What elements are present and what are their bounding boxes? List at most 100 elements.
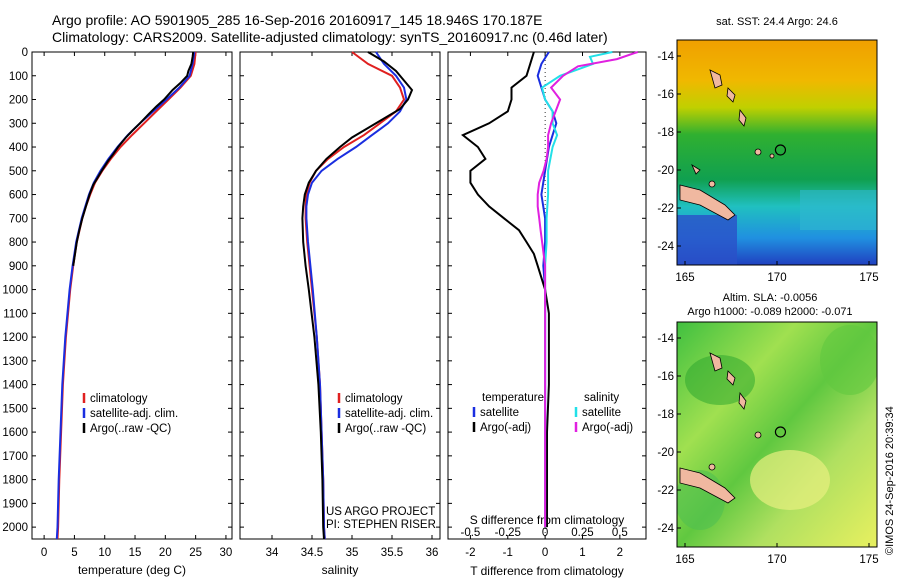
temperature-legend-label: satellite-adj. clim. [90, 408, 178, 420]
difference-legend-label: Argo(-adj) [480, 422, 531, 434]
s-diff-tick-label: 0.5 [612, 527, 628, 539]
s-diff-tick-label: -0.25 [495, 527, 521, 539]
series-line-clim [56, 51, 197, 540]
legend-title-temperature: temperature [482, 392, 544, 404]
x-tick-label: 30 [220, 547, 233, 559]
sla-lat-label: -14 [657, 333, 674, 345]
sst-lat-label: -24 [657, 241, 674, 253]
x-tick-label: 10 [98, 547, 111, 559]
depth-tick-label: 1200 [2, 332, 28, 344]
salinity-legend-label: satellite-adj. clim. [345, 408, 433, 420]
sla-lat-label: -18 [657, 409, 674, 421]
salinity-xlabel: salinity [322, 563, 359, 577]
sst-lon-label: 175 [859, 272, 878, 284]
depth-tick-label: 900 [9, 261, 28, 273]
depth-tick-label: 1100 [3, 308, 28, 320]
depth-tick-label: 300 [9, 118, 28, 130]
x-tick-label: 15 [129, 547, 142, 559]
temperature-panel-frame [31, 51, 233, 540]
x-tick-label: 34 [266, 547, 279, 559]
x-tick-label: 36 [426, 547, 439, 559]
depth-tick-label: 600 [9, 190, 28, 202]
temperature-legend-label: Argo(..raw -QC) [90, 423, 171, 435]
x-tick-label: -2 [465, 547, 475, 559]
sst-lon-label: 170 [767, 272, 786, 284]
depth-tick-label: 800 [9, 237, 28, 249]
series-line-clim [304, 51, 406, 540]
sla-map [676, 321, 878, 548]
sla-lat-label: -16 [657, 371, 674, 383]
sla-lat-label: -20 [657, 447, 674, 459]
sst-map-title: sat. SST: 24.4 Argo: 24.6 [716, 16, 838, 28]
depth-tick-label: 200 [9, 95, 28, 107]
sla-lon-label: 175 [859, 554, 878, 566]
depth-tick-label: 2000 [2, 522, 28, 534]
difference-panel-frame [447, 51, 647, 540]
depth-tick-label: 0 [22, 47, 28, 59]
series-line-t_argo [460, 51, 550, 528]
depth-tick-label: 700 [9, 213, 28, 225]
x-tick-label: 25 [189, 547, 202, 559]
sst-lat-label: -18 [657, 127, 674, 139]
sst-lat-label: -22 [657, 203, 674, 215]
salinity-legend-label: climatology [345, 393, 403, 405]
sst-float-position-marker [774, 144, 787, 156]
depth-tick-label: 1500 [2, 403, 28, 415]
sla-lon-label: 165 [675, 554, 694, 566]
salinity-legend-label: Argo(..raw -QC) [345, 423, 426, 435]
sst-lat-label: -14 [657, 51, 674, 63]
imos-credit: ©IMOS 24-Sep-2016 20:39:34 [884, 406, 896, 555]
depth-tick-label: 1900 [2, 498, 28, 510]
s-diff-tick-label: -0.5 [461, 527, 481, 539]
sst-lat-label: -16 [657, 89, 674, 101]
x-tick-label: 0 [542, 547, 548, 559]
x-tick-label: 0 [41, 547, 47, 559]
sla-lat-label: -24 [657, 523, 674, 535]
x-tick-label: 34.5 [301, 547, 323, 559]
temperature-legend-label: climatology [90, 393, 148, 405]
figure-title-line2: Climatology: CARS2009. Satellite-adjuste… [52, 29, 608, 45]
x-tick-label: 1 [579, 547, 585, 559]
depth-tick-label: 1600 [2, 427, 28, 439]
x-tick-label: 5 [71, 547, 77, 559]
x-tick-label: -1 [503, 547, 513, 559]
sla-float-position-marker [774, 426, 787, 438]
series-line-sat [305, 51, 408, 540]
depth-tick-label: 400 [9, 142, 28, 154]
s-diff-tick-label: 0.25 [571, 527, 593, 539]
sst-lat-label: -20 [657, 165, 674, 177]
depth-tick-label: 100 [9, 71, 28, 83]
sla-map-title1: Altim. SLA: -0.0056 [723, 292, 818, 304]
depth-tick-label: 1400 [2, 380, 28, 392]
salinity-panel-frame [239, 51, 441, 540]
sla-lon-label: 170 [767, 554, 786, 566]
legend-title-salinity: salinity [584, 392, 619, 404]
difference-legend-label: satellite [480, 407, 519, 419]
figure-title-line1: Argo profile: AO 5901905_285 16-Sep-2016… [52, 12, 543, 28]
series-line-argo [72, 51, 195, 266]
sla-lat-label: -22 [657, 485, 674, 497]
temperature-xlabel: temperature (deg C) [78, 563, 186, 577]
pi-annotation: PI: STEPHEN RISER [326, 519, 436, 531]
x-tick-label: 2 [617, 547, 623, 559]
sst-lon-label: 165 [675, 272, 694, 284]
depth-tick-label: 1700 [2, 451, 28, 463]
sst-map [676, 39, 878, 266]
depth-tick-label: 1000 [2, 285, 28, 297]
depth-tick-label: 1300 [2, 356, 28, 368]
x-tick-label: 20 [159, 547, 172, 559]
difference-legend-label: Argo(-adj) [582, 422, 633, 434]
depth-tick-label: 500 [9, 166, 28, 178]
x-tick-label: 35 [346, 547, 359, 559]
series-line-s_sat [540, 51, 613, 528]
series-line-sat [55, 51, 196, 540]
difference-xlabel-t: T difference from climatology [470, 564, 624, 578]
depth-tick-label: 1800 [2, 475, 28, 487]
sla-map-title2: Argo h1000: -0.089 h2000: -0.071 [687, 306, 852, 318]
x-tick-label: 35.5 [381, 547, 403, 559]
difference-legend-label: satellite [582, 407, 621, 419]
project-annotation: US ARGO PROJECT [326, 506, 435, 518]
series-line-argo [301, 51, 414, 540]
series-line-s_argo [536, 51, 639, 528]
